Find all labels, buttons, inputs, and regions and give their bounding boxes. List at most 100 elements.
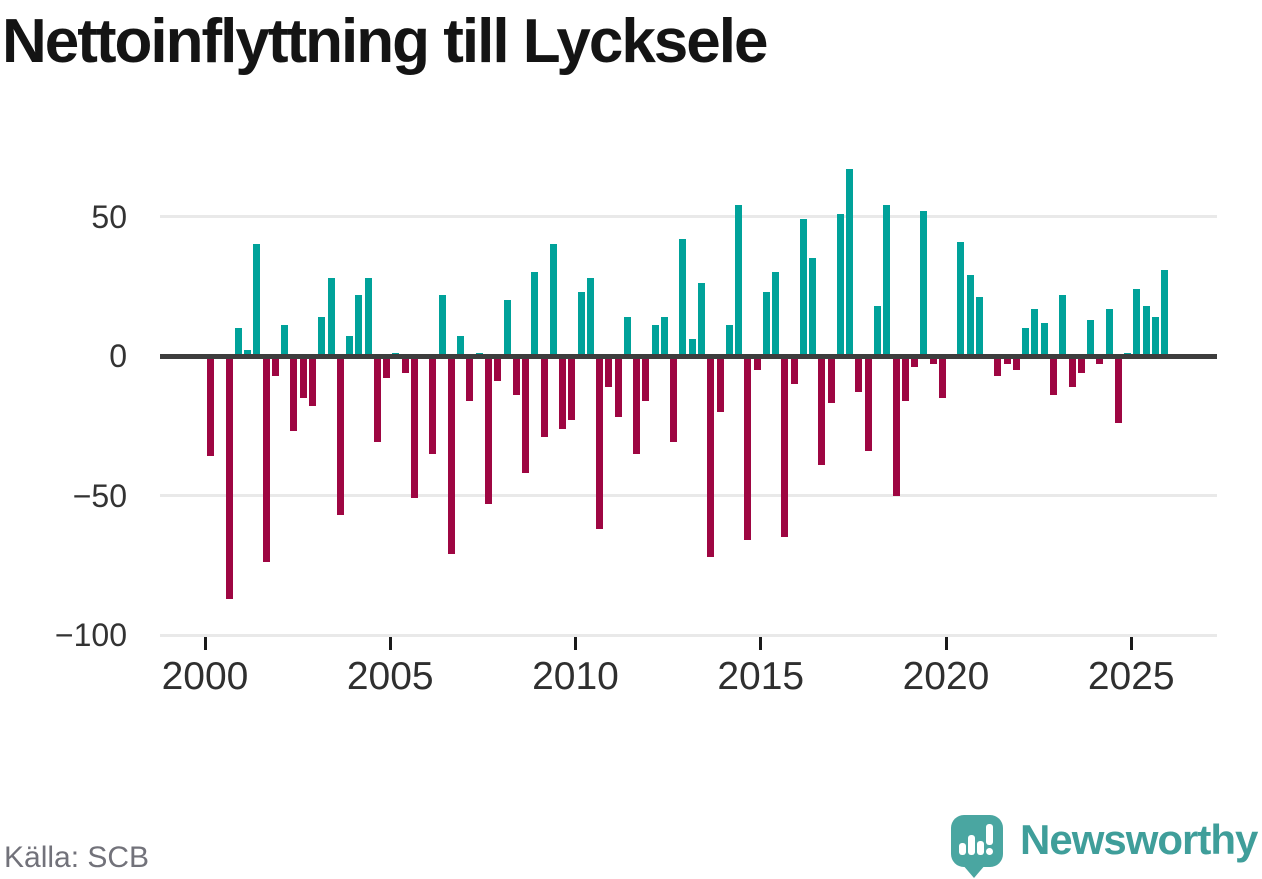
bar-2012-Q4 xyxy=(679,238,687,356)
bar-2011-Q1 xyxy=(614,356,622,418)
newsworthy-wordmark: Newsworthy xyxy=(1020,816,1258,863)
bar-2001-Q2 xyxy=(253,244,261,356)
bar-2017-Q3 xyxy=(855,356,863,393)
bar-2016-Q1 xyxy=(799,219,807,356)
x-axis-label-2025: 2025 xyxy=(1087,655,1175,698)
bar-2008-Q4 xyxy=(531,272,539,356)
bar-2007-Q1 xyxy=(466,356,474,401)
bar-2018-Q4 xyxy=(901,356,909,401)
bar-2005-Q3 xyxy=(410,356,418,499)
bar-2000-Q4 xyxy=(234,328,242,356)
bar-2008-Q1 xyxy=(503,300,511,356)
x-axis-tick-2000 xyxy=(203,637,207,650)
bar-2020-Q3 xyxy=(966,275,974,356)
bar-2006-Q4 xyxy=(457,336,465,356)
bar-2024-Q1 xyxy=(1096,356,1104,365)
bar-2018-Q3 xyxy=(892,356,900,496)
x-axis-label-2015: 2015 xyxy=(717,655,805,698)
bar-2015-Q1 xyxy=(762,291,770,356)
bar-2008-Q3 xyxy=(522,356,530,474)
bar-2003-Q4 xyxy=(346,336,354,356)
bar-2014-Q2 xyxy=(735,205,743,356)
bar-2010-Q1 xyxy=(577,291,585,356)
bar-2022-Q4 xyxy=(1049,356,1057,396)
bar-2023-Q4 xyxy=(1087,319,1095,356)
bar-2010-Q3 xyxy=(596,356,604,529)
bar-2023-Q3 xyxy=(1077,356,1085,373)
bar-2011-Q3 xyxy=(633,356,641,454)
bar-2004-Q1 xyxy=(355,294,363,356)
bar-2023-Q1 xyxy=(1059,294,1067,356)
x-axis-label-2000: 2000 xyxy=(161,655,249,698)
newsworthy-logo[interactable]: Newsworthy xyxy=(951,815,1261,879)
bar-2004-Q4 xyxy=(383,356,391,379)
logo-bubble-tail xyxy=(962,864,986,878)
y-axis-label--50: −50 xyxy=(72,477,127,514)
bar-2011-Q4 xyxy=(642,356,650,401)
bar-2020-Q2 xyxy=(957,241,965,356)
x-axis-tick-2010 xyxy=(574,637,577,650)
bar-2004-Q2 xyxy=(364,277,372,356)
bar-2002-Q1 xyxy=(281,325,289,356)
bar-2022-Q1 xyxy=(1022,328,1030,356)
x-axis-tick-2005 xyxy=(388,637,392,650)
bar-2009-Q2 xyxy=(549,244,557,356)
logo-exclamation-dot-icon xyxy=(986,848,993,855)
chart-title: Nettoinflyttning till Lycksele xyxy=(2,7,768,76)
x-axis-label-2005: 2005 xyxy=(346,655,434,698)
bar-2025-Q3 xyxy=(1151,316,1159,356)
bar-2022-Q3 xyxy=(1040,322,1048,356)
y-axis-label-0: 0 xyxy=(109,338,127,374)
bar-2019-Q2 xyxy=(920,210,928,356)
bar-2012-Q1 xyxy=(651,325,659,356)
bar-2021-Q3 xyxy=(1003,356,1011,365)
bar-2013-Q3 xyxy=(707,356,715,557)
bar-2006-Q3 xyxy=(447,356,455,555)
bar-2004-Q3 xyxy=(373,356,381,443)
bar-2019-Q1 xyxy=(911,356,919,368)
bar-2007-Q4 xyxy=(494,356,502,382)
bar-2012-Q2 xyxy=(660,316,668,356)
bar-2021-Q4 xyxy=(1012,356,1020,370)
logo-chart-bar-icon xyxy=(959,843,966,855)
bar-2006-Q1 xyxy=(429,356,437,454)
bar-2025-Q2 xyxy=(1142,305,1150,356)
bar-2009-Q4 xyxy=(568,356,576,421)
bar-2023-Q2 xyxy=(1068,356,1076,387)
bar-2000-Q3 xyxy=(225,356,233,599)
x-axis-tick-2025 xyxy=(1129,637,1133,650)
bar-2014-Q1 xyxy=(725,325,733,356)
bar-2003-Q3 xyxy=(336,356,344,516)
bar-2014-Q3 xyxy=(744,356,752,541)
zero-baseline xyxy=(160,354,1217,359)
bar-2016-Q4 xyxy=(827,356,835,404)
bar-2019-Q3 xyxy=(929,356,937,365)
bar-2009-Q1 xyxy=(540,356,548,437)
bar-2007-Q3 xyxy=(484,356,492,504)
bar-2012-Q3 xyxy=(670,356,678,443)
x-axis-label-2010: 2010 xyxy=(532,655,619,698)
gridline-50 xyxy=(160,215,1217,218)
bar-2018-Q1 xyxy=(874,305,881,356)
y-axis-label-50: 50 xyxy=(91,198,127,235)
bar-2003-Q2 xyxy=(327,277,335,356)
bar-2017-Q1 xyxy=(836,213,844,356)
bar-2024-Q3 xyxy=(1114,356,1122,423)
bar-2009-Q3 xyxy=(559,356,567,429)
x-axis-label-2020: 2020 xyxy=(902,655,990,698)
bar-2020-Q4 xyxy=(975,297,983,356)
bar-2022-Q2 xyxy=(1031,308,1039,356)
bar-2024-Q2 xyxy=(1105,308,1113,356)
bar-2002-Q3 xyxy=(299,356,307,398)
logo-chart-bar-icon xyxy=(977,841,984,855)
newsworthy-bubble-icon xyxy=(951,815,1003,867)
bar-2017-Q2 xyxy=(846,169,854,356)
bar-2013-Q1 xyxy=(688,339,696,356)
bar-2002-Q4 xyxy=(308,356,316,407)
bar-2011-Q2 xyxy=(623,316,631,356)
logo-exclamation-icon xyxy=(986,824,993,845)
x-axis-tick-2020 xyxy=(944,637,948,650)
bar-2006-Q2 xyxy=(438,294,446,356)
bar-2000-Q1 xyxy=(207,356,215,457)
